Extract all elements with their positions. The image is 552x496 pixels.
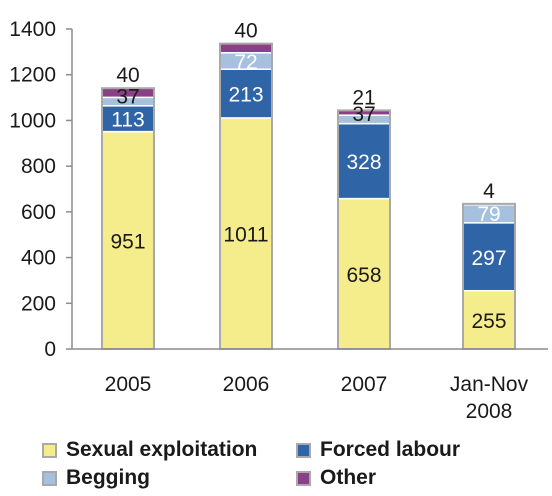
y-tick-label: 1000 xyxy=(9,109,56,132)
bar-segment xyxy=(462,222,516,292)
bar-value-label: 1011 xyxy=(223,223,268,246)
bar-value-label: 4 xyxy=(483,180,495,203)
bar-value-label: 40 xyxy=(234,20,257,43)
bar-value-label: 658 xyxy=(346,264,381,287)
bar-value-label: 79 xyxy=(477,203,500,226)
bar-segment xyxy=(101,130,155,350)
y-tick-label: 800 xyxy=(21,155,56,178)
legend-label: Other xyxy=(320,466,377,489)
bar-value-label: 40 xyxy=(116,64,139,87)
bar-segment xyxy=(101,105,155,133)
x-tick-label: 2005 xyxy=(105,373,152,396)
bar-value-label: 297 xyxy=(471,247,506,270)
legend-item-other: Other xyxy=(296,466,536,490)
y-tick-label: 0 xyxy=(44,338,56,361)
bar-value-label: 328 xyxy=(346,151,381,174)
bar-value-label: 255 xyxy=(471,310,506,333)
x-tick-label: 2006 xyxy=(223,373,270,396)
bar-value-label: 37 xyxy=(352,103,375,126)
x-tick-label: 2007 xyxy=(341,373,388,396)
legend-swatch xyxy=(42,470,57,486)
bar-value-label: 37 xyxy=(116,85,139,108)
x-tick-label: 2008 xyxy=(466,400,513,423)
legend-swatch xyxy=(296,470,311,486)
bar-value-label: 72 xyxy=(234,51,257,74)
x-axis: 2005 2006 2007 Jan-Nov 2008 xyxy=(72,348,548,423)
legend-swatch xyxy=(296,442,311,458)
y-tick-label: 1400 xyxy=(9,18,56,41)
legend: Sexual exploitation Forced labour Beggin… xyxy=(42,438,542,490)
y-tick-label: 600 xyxy=(21,201,56,224)
bar-value-label: 21 xyxy=(352,86,375,109)
y-tick-label: 1200 xyxy=(9,64,56,87)
legend-item-sexual-exploitation: Sexual exploitation xyxy=(42,438,296,462)
legend-item-begging: Begging xyxy=(42,466,296,490)
legend-label: Begging xyxy=(66,466,150,489)
legend-label: Forced labour xyxy=(320,438,461,461)
bars xyxy=(101,42,516,350)
bar-value-label: 113 xyxy=(111,109,144,132)
legend-swatch xyxy=(42,442,57,458)
bar-value-label: 213 xyxy=(228,84,263,107)
x-tick-label: Jan-Nov xyxy=(450,373,529,396)
y-axis: 0 200 400 600 800 1000 1200 1400 xyxy=(9,18,73,361)
y-tick-label: 400 xyxy=(21,247,56,270)
y-tick-label: 200 xyxy=(21,292,56,315)
legend-item-forced-labour: Forced labour xyxy=(296,438,536,462)
legend-label: Sexual exploitation xyxy=(66,438,258,461)
bar-value-label: 951 xyxy=(110,230,145,253)
